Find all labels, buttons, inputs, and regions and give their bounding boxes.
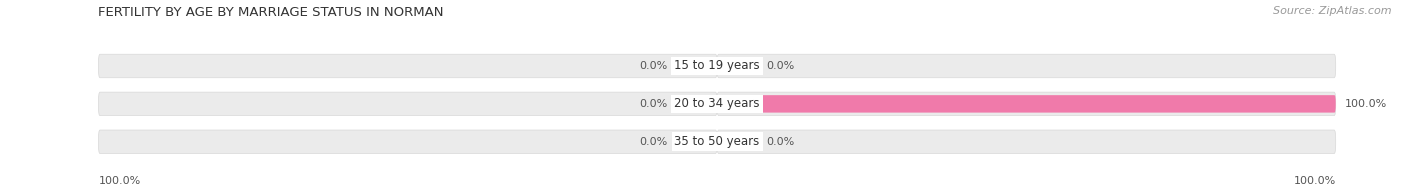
FancyBboxPatch shape xyxy=(98,92,717,116)
Text: 15 to 19 years: 15 to 19 years xyxy=(675,60,759,73)
Text: 0.0%: 0.0% xyxy=(766,137,794,147)
Text: 100.0%: 100.0% xyxy=(1346,99,1388,109)
FancyBboxPatch shape xyxy=(676,57,717,75)
FancyBboxPatch shape xyxy=(717,57,758,75)
Text: 0.0%: 0.0% xyxy=(640,61,668,71)
FancyBboxPatch shape xyxy=(717,130,1336,153)
FancyBboxPatch shape xyxy=(676,95,717,113)
FancyBboxPatch shape xyxy=(717,54,1336,78)
Text: FERTILITY BY AGE BY MARRIAGE STATUS IN NORMAN: FERTILITY BY AGE BY MARRIAGE STATUS IN N… xyxy=(98,6,444,19)
FancyBboxPatch shape xyxy=(98,130,717,153)
FancyBboxPatch shape xyxy=(717,95,1336,113)
Text: 0.0%: 0.0% xyxy=(640,137,668,147)
FancyBboxPatch shape xyxy=(676,133,717,151)
FancyBboxPatch shape xyxy=(98,54,717,78)
Text: 0.0%: 0.0% xyxy=(766,61,794,71)
Text: 0.0%: 0.0% xyxy=(640,99,668,109)
FancyBboxPatch shape xyxy=(717,133,758,151)
FancyBboxPatch shape xyxy=(717,92,1336,116)
Text: 20 to 34 years: 20 to 34 years xyxy=(675,97,759,110)
Text: 100.0%: 100.0% xyxy=(98,176,141,186)
Text: 100.0%: 100.0% xyxy=(1294,176,1336,186)
Text: 35 to 50 years: 35 to 50 years xyxy=(675,135,759,148)
Text: Source: ZipAtlas.com: Source: ZipAtlas.com xyxy=(1274,6,1392,16)
